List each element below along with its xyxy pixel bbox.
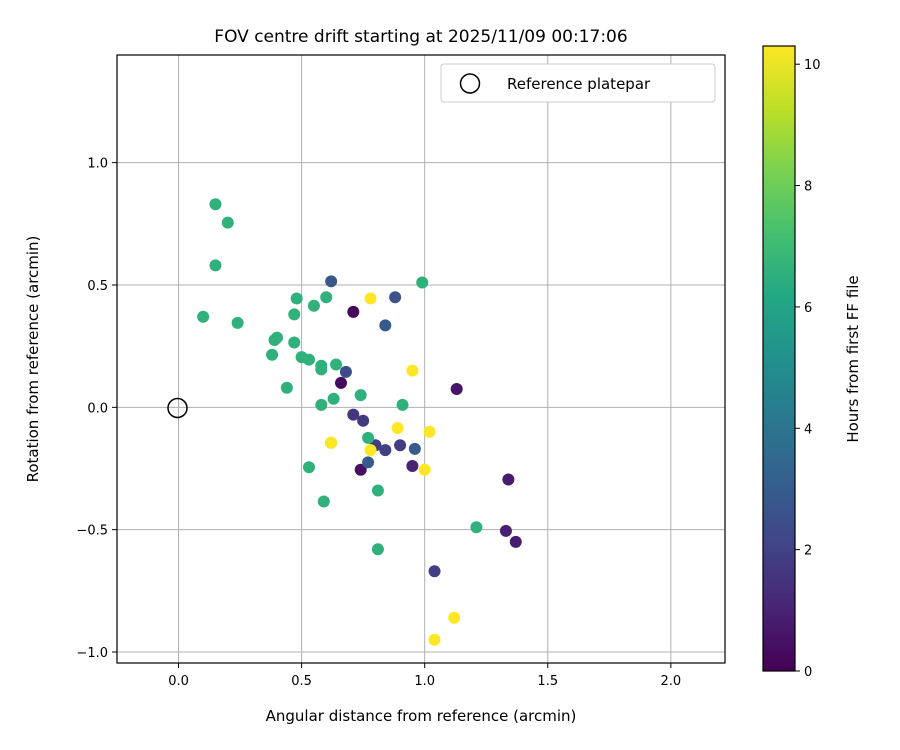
- x-tick-label: 2.0: [661, 674, 682, 689]
- data-point: [209, 259, 222, 272]
- data-point: [428, 633, 441, 646]
- data-point: [396, 398, 409, 411]
- data-point: [347, 305, 360, 318]
- colorbar-tick-label: 6: [804, 301, 812, 316]
- data-point: [266, 348, 279, 361]
- data-point: [288, 336, 301, 349]
- data-point: [303, 353, 315, 366]
- data-point: [325, 436, 338, 449]
- x-axis-label: Angular distance from reference (arcmin): [266, 707, 577, 725]
- data-point: [354, 389, 367, 402]
- legend-marker: [459, 73, 481, 94]
- data-point: [347, 408, 360, 421]
- y-tick-label: 0.5: [87, 279, 108, 294]
- data-points: [197, 198, 522, 646]
- data-point: [448, 611, 461, 624]
- data-point: [371, 484, 384, 497]
- data-point: [339, 365, 352, 378]
- data-point: [354, 463, 367, 476]
- data-point: [209, 198, 222, 211]
- data-point: [408, 442, 421, 455]
- data-point: [357, 414, 370, 427]
- data-point: [335, 376, 347, 389]
- grid: [117, 55, 725, 663]
- data-point: [509, 535, 522, 548]
- data-point: [371, 543, 384, 556]
- data-point: [450, 382, 463, 395]
- y-tick-label: 0.0: [87, 401, 108, 416]
- data-point: [303, 461, 315, 474]
- data-point: [197, 310, 210, 323]
- y-tick-label: 1.0: [87, 157, 108, 172]
- colorbar-frame: [762, 45, 796, 672]
- data-point: [364, 444, 377, 457]
- data-point: [416, 276, 429, 289]
- data-point: [288, 308, 301, 321]
- data-point: [330, 358, 343, 371]
- data-point: [379, 444, 392, 457]
- data-point: [389, 291, 402, 304]
- data-point: [502, 473, 515, 486]
- data-point: [325, 275, 338, 288]
- data-point: [391, 422, 404, 435]
- data-point: [290, 292, 303, 305]
- data-point: [499, 524, 512, 537]
- legend-box: [440, 63, 716, 103]
- data-point: [231, 316, 244, 329]
- data-point: [423, 425, 436, 438]
- data-point: [379, 319, 392, 332]
- x-tick-label: 0.5: [291, 674, 312, 689]
- data-point: [364, 292, 377, 305]
- data-point: [362, 456, 375, 469]
- data-point: [418, 463, 431, 476]
- colorbar-tick-label: 0: [804, 665, 812, 680]
- data-point: [315, 398, 328, 411]
- data-point: [406, 460, 419, 473]
- reference-point: [167, 397, 188, 419]
- colorbar-ticks: 0 2 4 6 8 10: [795, 58, 821, 680]
- data-point: [221, 216, 234, 229]
- x-tick-label: 0.0: [168, 674, 189, 689]
- y-tick-label: −0.5: [76, 524, 108, 539]
- data-point: [394, 439, 407, 452]
- data-point: [315, 363, 328, 376]
- colorbar-tick-label: 10: [804, 58, 821, 73]
- data-point: [362, 431, 375, 444]
- plot-frame: [116, 54, 726, 664]
- colorbar-gradient: [763, 46, 795, 671]
- legend: Reference platepar: [440, 63, 716, 103]
- data-point: [428, 565, 441, 578]
- x-tick-label: 1.5: [537, 674, 558, 689]
- data-point: [406, 364, 419, 377]
- x-tick-label: 1.0: [414, 674, 435, 689]
- y-tick-label: −1.0: [76, 646, 108, 661]
- data-point: [307, 299, 320, 312]
- legend-entry-reference: Reference platepar: [507, 75, 651, 93]
- data-point: [327, 392, 340, 405]
- y-axis-ticks: −1.0 −0.5 0.0 0.5 1.0: [76, 157, 117, 661]
- chart-title: FOV centre drift starting at 2025/11/09 …: [214, 27, 627, 47]
- y-axis-label: Rotation from reference (arcmin): [24, 236, 42, 483]
- colorbar-label: Hours from first FF file: [844, 275, 862, 442]
- colorbar-tick-label: 8: [804, 180, 812, 195]
- colorbar-tick-label: 2: [804, 544, 812, 559]
- data-point: [280, 381, 293, 394]
- colorbar-tick-label: 4: [804, 422, 812, 437]
- data-point: [317, 495, 330, 508]
- data-point: [268, 334, 281, 347]
- x-axis-ticks: 0.0 0.5 1.0 1.5 2.0: [168, 663, 681, 689]
- colorbar: 0 2 4 6 8 10 Hours from first FF file: [762, 45, 862, 680]
- data-point: [470, 521, 483, 534]
- data-point: [320, 291, 333, 304]
